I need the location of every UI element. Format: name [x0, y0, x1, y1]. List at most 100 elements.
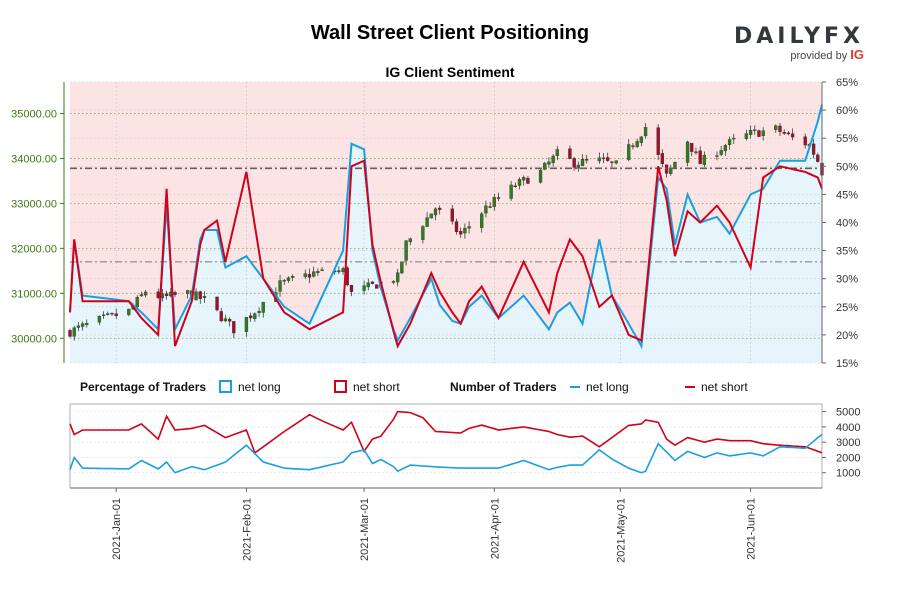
candle-body-117	[753, 129, 757, 131]
price-tick-label-1: 31000.00	[11, 288, 57, 300]
candle-body-8	[110, 312, 114, 315]
net-short-count-line	[69, 410, 823, 455]
candle-body-14	[143, 291, 148, 296]
dailyfx-logo: DAILYFX provided by IG	[734, 24, 864, 62]
price-tick-label-3: 33000.00	[11, 198, 57, 210]
date-tick-label-4: 2021-May-01	[615, 498, 627, 563]
candle-body-94	[614, 160, 618, 164]
candle-body-98	[639, 136, 644, 143]
candle-body-113	[727, 139, 732, 145]
candle-body-128	[816, 154, 820, 162]
candle-body-80	[538, 169, 543, 183]
chart-title: Wall Street Client Positioning	[310, 22, 590, 44]
candle-body-112	[723, 145, 728, 152]
candle-body-124	[790, 133, 795, 138]
date-axis: 2021-Jan-01 2021-Feb-01 2021-Mar-01 2021-Ap…	[70, 487, 822, 563]
net-short-pct-line	[69, 159, 823, 349]
candle-body-37	[282, 280, 286, 282]
candle-body-59	[408, 238, 412, 243]
traders-tick-label-3: 4000	[836, 422, 860, 434]
price-tick-label-2: 32000.00	[11, 243, 57, 255]
candle-body-68	[463, 227, 467, 234]
candle-body-122	[782, 132, 786, 134]
candle-body-38	[286, 277, 291, 281]
candle-body-114	[732, 137, 736, 140]
candle-body-89	[585, 159, 589, 161]
pct-tick-label-7: 50%	[836, 161, 858, 173]
date-tick-label-5: 2021-Jun-01	[746, 498, 758, 560]
traders-tick-label-0: 1000	[836, 468, 860, 480]
pct-tick-label-4: 35%	[836, 246, 858, 258]
candle-body-19	[173, 292, 177, 295]
candle-body-50	[362, 285, 366, 291]
pct-tick-label-8: 55%	[836, 133, 858, 145]
candle-body-82	[547, 161, 551, 165]
candle-body-23	[198, 291, 202, 299]
candle-body-106	[690, 142, 694, 152]
candle-body-10	[127, 308, 131, 315]
date-tick-label-3: 2021-Apr-01	[489, 498, 501, 559]
net-long-swatch-icon	[219, 380, 232, 393]
candle-body-22	[194, 291, 198, 301]
candle-body-34	[261, 302, 265, 313]
date-tick-label-1: 2021-Feb-01	[241, 498, 253, 561]
legend-number-heading: Number of Traders	[450, 380, 557, 394]
candle-body-125	[803, 136, 807, 146]
sentiment-lines	[69, 104, 823, 350]
candle-body-83	[551, 155, 555, 163]
candle-body-119	[761, 130, 765, 136]
candle-body-56	[396, 272, 400, 283]
traders-tick-label-1: 2000	[836, 452, 860, 464]
pct-tick-label-6: 45%	[836, 189, 858, 201]
pct-tick-label-0: 15%	[836, 358, 858, 370]
candle-body-69	[467, 226, 471, 229]
candle-body-32	[253, 313, 257, 319]
candle-body-91	[601, 157, 606, 160]
candle-body-108	[698, 150, 702, 165]
candle-body-60	[421, 226, 425, 240]
candle-body-4	[85, 323, 89, 325]
price-tick-label-0: 30000.00	[11, 333, 57, 345]
net-short-swatch-icon	[334, 380, 347, 393]
candle-body-43	[316, 271, 320, 273]
candle-body-53	[375, 284, 379, 289]
candle-body-25	[215, 296, 219, 311]
candle-body-46	[337, 270, 341, 273]
logo-sub-text: provided by	[790, 50, 848, 62]
candle-body-9	[114, 313, 118, 317]
candle-body-1	[72, 327, 76, 337]
candle-body-27	[223, 318, 228, 322]
candle-body-42	[312, 271, 316, 277]
traders-panel: 1000 2000 3000 4000 5000	[69, 403, 860, 489]
candle-body-33	[257, 311, 261, 313]
candle-body-55	[391, 281, 396, 283]
candle-body-49	[349, 285, 354, 292]
candle-body-51	[366, 282, 370, 288]
date-tick-label-0: 2021-Jan-01	[111, 498, 123, 560]
candle-body-61	[425, 217, 429, 227]
date-tick-label-2: 2021-Mar-01	[359, 498, 371, 561]
candle-body-65	[450, 208, 454, 222]
candle-body-127	[811, 143, 816, 155]
candle-body-5	[97, 315, 102, 323]
candle-body-109	[702, 154, 707, 165]
candle-body-3	[80, 323, 85, 327]
candle-body-6	[101, 314, 106, 316]
candle-body-40	[303, 273, 307, 277]
chart-axes: 30000.00 31000.00 32000.00 33000.00 34000.00…	[11, 77, 858, 370]
net-short-line-icon	[685, 386, 695, 388]
candle-body-101	[660, 153, 665, 165]
candle-body-110	[715, 155, 719, 157]
ig-logo: IG	[850, 47, 864, 62]
candle-body-123	[786, 132, 791, 135]
candle-body-85	[568, 148, 572, 159]
candle-body-76	[513, 185, 517, 187]
price-tick-label-5: 35000.00	[11, 108, 57, 120]
candle-body-118	[757, 130, 761, 137]
candle-body-81	[543, 162, 547, 170]
candle-body-58	[404, 240, 408, 261]
candle-body-52	[370, 281, 375, 284]
candle-body-2	[76, 325, 81, 328]
candle-body-36	[278, 280, 282, 292]
pct-tick-label-9: 60%	[836, 105, 858, 117]
